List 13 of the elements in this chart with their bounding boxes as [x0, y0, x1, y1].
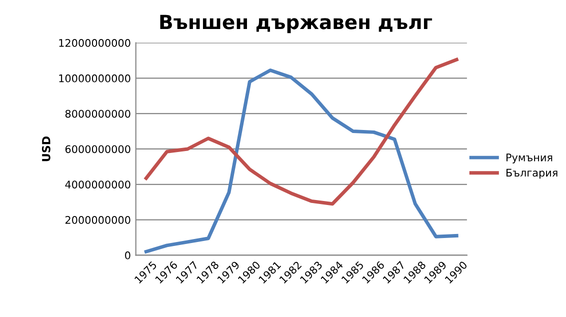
line-series [144, 68, 458, 254]
y-tick-label: 10000000000 [59, 74, 130, 82]
y-axis-title: USD [42, 136, 50, 162]
y-tick-label: 2000000000 [65, 216, 130, 224]
legend-label: Румъния [506, 154, 552, 164]
y-tick-label: 12000000000 [59, 39, 130, 47]
chart-title: Външен държавен дълг [160, 14, 432, 34]
y-tick-label: 0 [125, 251, 130, 260]
y-tick-label: 6000000000 [65, 145, 130, 154]
line-series [144, 58, 458, 206]
y-tick-label: 8000000000 [65, 110, 130, 118]
legend-label: България [506, 168, 558, 179]
y-tick-label: 4000000000 [65, 180, 130, 188]
